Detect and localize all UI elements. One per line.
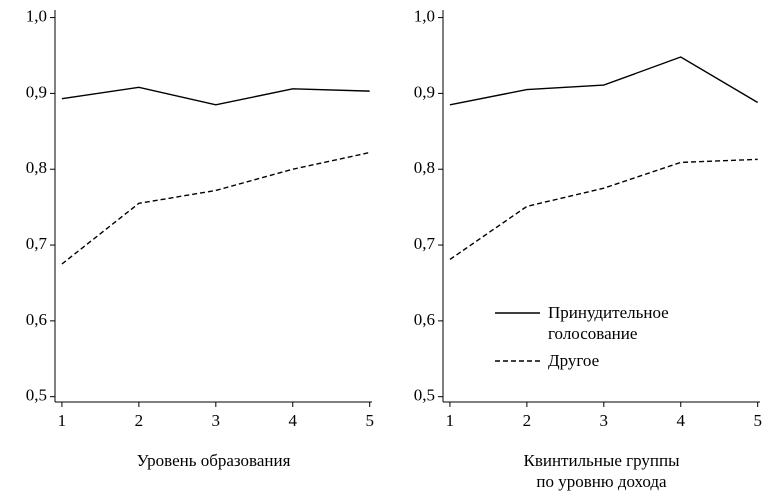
y-tick-label: 0,9 xyxy=(26,82,47,101)
x-tick-label: 3 xyxy=(600,411,609,430)
y-tick-label: 0,5 xyxy=(414,386,435,405)
x-tick-label: 1 xyxy=(446,411,455,430)
legend-label: Принудительное голосование xyxy=(548,303,669,343)
y-tick-label: 0,6 xyxy=(26,310,47,329)
x-tick-label: 2 xyxy=(135,411,144,430)
x-tick-label: 2 xyxy=(523,411,532,430)
x-tick-label: 4 xyxy=(677,411,686,430)
data-line xyxy=(61,151,370,265)
y-tick-label: 0,5 xyxy=(26,386,47,405)
x-tick-label: 5 xyxy=(365,411,374,430)
data-line xyxy=(449,158,758,261)
x-tick-label: 4 xyxy=(289,411,298,430)
y-tick-label: 0,6 xyxy=(414,310,435,329)
data-line xyxy=(61,86,370,106)
y-tick-label: 0,7 xyxy=(26,234,48,253)
y-tick-label: 0,8 xyxy=(414,158,435,177)
legend-label: Другое xyxy=(548,351,600,370)
x-axis-label: Квинтильные группы по уровню дохода xyxy=(523,451,680,491)
x-axis-label: Уровень образования xyxy=(136,451,291,470)
y-tick-label: 1,0 xyxy=(26,6,47,25)
x-tick-label: 5 xyxy=(753,411,762,430)
y-tick-label: 0,7 xyxy=(414,234,436,253)
data-line xyxy=(449,56,759,106)
y-tick-label: 0,9 xyxy=(414,82,435,101)
x-tick-label: 3 xyxy=(212,411,221,430)
y-tick-label: 1,0 xyxy=(414,6,435,25)
y-tick-label: 0,8 xyxy=(26,158,47,177)
x-tick-label: 1 xyxy=(58,411,67,430)
